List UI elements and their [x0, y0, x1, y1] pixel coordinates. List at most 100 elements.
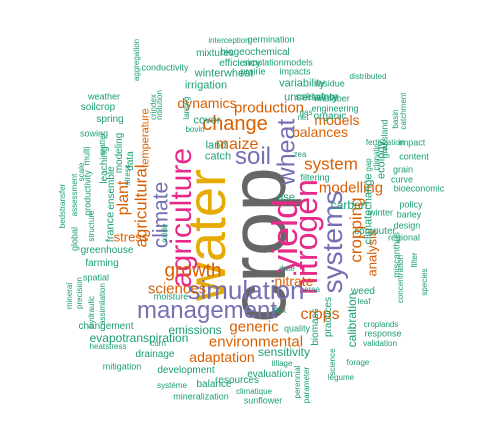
word-spring: spring [96, 114, 124, 125]
word-germination: germination [247, 34, 295, 45]
word-catchment: catchment [399, 92, 408, 130]
word-weed: weed [351, 286, 375, 297]
word-variability: variability [279, 77, 325, 90]
word-winter: winter [368, 207, 394, 218]
word-barley: barley [396, 209, 422, 220]
word-precision: precision [75, 276, 84, 310]
word-uncertainty: uncertainty [284, 91, 338, 104]
word-flux: flux [273, 306, 287, 315]
word-emissions: emissions [168, 323, 222, 337]
word-curve: curve [390, 174, 414, 185]
word-residue: residue [315, 78, 345, 89]
word-simulationmodels: simulationmodels [243, 57, 313, 68]
word-efficiency: efficiency [219, 58, 261, 69]
word-calibration: calibration [345, 292, 359, 348]
word-filtering: filtering [300, 172, 330, 183]
word-sciences: sciences [147, 280, 207, 298]
word-science: science [328, 348, 337, 376]
word-evapotranspiration: evapotranspiration [89, 331, 189, 345]
word-crops: crops [300, 306, 340, 323]
word-grain: grain [392, 164, 414, 175]
word-biomass: biomass [310, 308, 321, 346]
word-hydraulic: hydraulic [87, 295, 96, 329]
word-growth: growth [164, 260, 222, 282]
word-change: change [202, 113, 268, 135]
word-sensitivity: sensitivity [257, 345, 311, 359]
word-interception: interception [208, 36, 250, 45]
word-drainage: drainage [135, 349, 175, 360]
word-oxide: oxide [160, 223, 169, 243]
word-winterwheat: winterwheat [194, 67, 254, 80]
word-farming: farming [85, 258, 119, 269]
word-generic: generic [229, 318, 279, 336]
word-organic: organic [313, 111, 347, 122]
word-catch: catch [204, 150, 232, 163]
word-larswg: larswg [182, 96, 191, 120]
word-ndilution: ndilution [155, 90, 164, 120]
word-content: content [399, 151, 429, 162]
word-matter: matter [98, 132, 107, 156]
word-gas: gas [299, 108, 313, 117]
word-validation: validation [363, 339, 397, 348]
word-prairie: prairie [240, 66, 266, 77]
word-sunflower: sunflower [243, 395, 283, 406]
word-climatic: climatic [372, 143, 381, 171]
word-balance: balance [196, 379, 232, 390]
word-design: design [393, 220, 421, 231]
word-france: france [104, 211, 117, 243]
word-nitrate: nitrate [274, 273, 314, 289]
word-perennial: perennial [293, 365, 302, 399]
word-legume: legume [327, 373, 355, 382]
word-bioeconomic: bioeconomic [393, 183, 445, 194]
word-development: development [157, 365, 215, 376]
word-evaluation: evaluation [247, 369, 293, 380]
word-soil: soil [234, 143, 272, 170]
word-bovin: bovin [185, 125, 205, 134]
word-models: models [314, 112, 360, 128]
word-dynamics: dynamics [177, 95, 237, 111]
word-policy: policy [399, 199, 423, 210]
word-aggregation: aggregation [132, 38, 141, 82]
word-simulation: simulation [187, 275, 305, 305]
word-net: net [297, 113, 309, 122]
word-zea: zea [293, 150, 307, 159]
word-scale: scale [77, 162, 86, 182]
word-mineral: mineral [65, 282, 74, 310]
word-greenhouse: greenhouse [80, 245, 134, 256]
word-regional: regional [387, 232, 421, 243]
word-assimilation: assimilation [98, 283, 107, 325]
word-adaptation: adaptation [189, 349, 255, 365]
word-management: management [136, 297, 278, 324]
word-heatstress: heatstress [89, 342, 127, 351]
word-filter: filter [410, 252, 419, 268]
word-soilsurface: soilsurface [295, 91, 339, 102]
word-date: date [279, 264, 295, 273]
word-stress: stress [113, 229, 149, 245]
word-land: land [205, 139, 227, 152]
word-resources: resources [215, 375, 259, 386]
word-basin: basin [391, 109, 400, 129]
word-croplands: croplands [363, 320, 399, 329]
word-mineralization: mineralization [173, 391, 229, 402]
word-corn: corn [150, 339, 166, 348]
word-sowing: sowing [79, 128, 109, 139]
word-structure: structure [87, 210, 96, 242]
word-changement: changement [78, 321, 134, 332]
word-environmental: environmental [208, 333, 304, 351]
word-tillage: tillage [271, 359, 293, 368]
word-systeme: système [157, 381, 187, 390]
word-global: global [69, 226, 80, 252]
word-use: use [277, 191, 295, 204]
word-biogeochemical: biogeochemical [220, 47, 290, 58]
word-conductivity: conductivity [141, 62, 189, 73]
word-distributed: distributed [349, 72, 387, 81]
word-cover: cover [193, 114, 221, 127]
word-carbon: carbon [330, 198, 368, 212]
word-moisture: moisture [153, 291, 189, 302]
word-stress-small: stress [123, 164, 132, 186]
word-impact: impact [398, 137, 426, 148]
word-forage: forage [346, 358, 370, 367]
word-system: system [304, 154, 358, 174]
word-quality: quality [283, 323, 311, 334]
